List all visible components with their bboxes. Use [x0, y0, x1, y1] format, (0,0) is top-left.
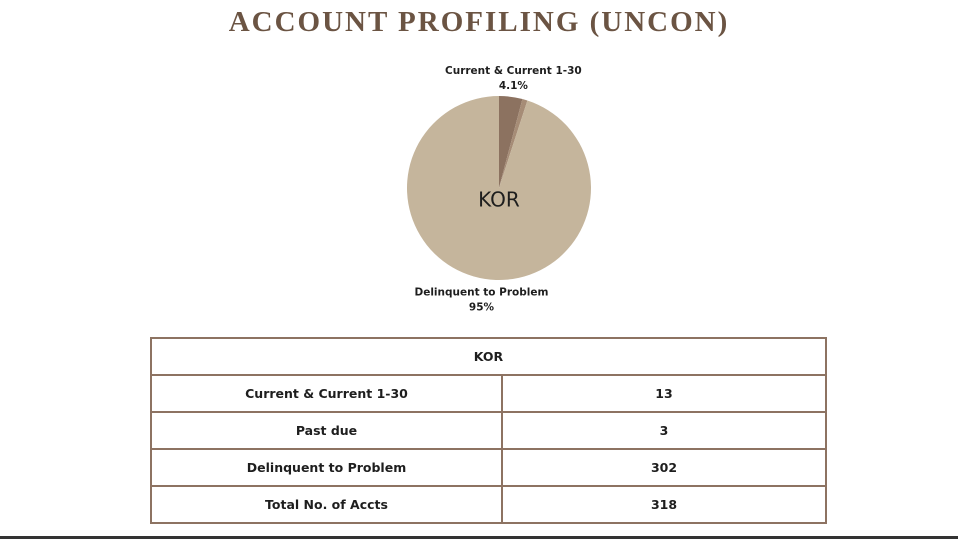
row-value: 3	[501, 411, 827, 450]
table-header-row: KOR	[150, 337, 827, 376]
bottom-border	[0, 536, 958, 539]
table-row: Delinquent to Problem 302	[150, 448, 827, 487]
pie-slice	[499, 99, 528, 188]
row-value: 302	[501, 448, 827, 487]
table-row: Past due 3	[150, 411, 827, 450]
slice-value-label: 95%	[469, 302, 495, 314]
row-label: Past due	[150, 411, 503, 450]
table-row: Current & Current 1-30 13	[150, 374, 827, 413]
row-label: Delinquent to Problem	[150, 448, 503, 487]
table-row: Total No. of Accts 318	[150, 485, 827, 524]
pie-slice	[499, 96, 523, 188]
slice-label: Current & Current 1-30	[445, 65, 582, 77]
row-value: 13	[501, 374, 827, 413]
slice-label: Delinquent to Problem	[415, 287, 549, 299]
pie-chart: KOR Current & Current 1-30 4.1% Delinquent…	[407, 65, 591, 314]
row-value: 318	[501, 485, 827, 524]
slide-title: ACCOUNT PROFILING (UNCON)	[228, 6, 730, 38]
data-table: KOR Current & Current 1-30 13 Past due 3 Del…	[150, 337, 827, 524]
table-header: KOR	[150, 337, 827, 376]
row-label: Current & Current 1-30	[150, 374, 503, 413]
slice-value-label: 4.1%	[499, 80, 529, 92]
pie-slice	[407, 96, 591, 280]
pie-center-label: KOR	[478, 188, 520, 212]
row-label: Total No. of Accts	[150, 485, 503, 524]
